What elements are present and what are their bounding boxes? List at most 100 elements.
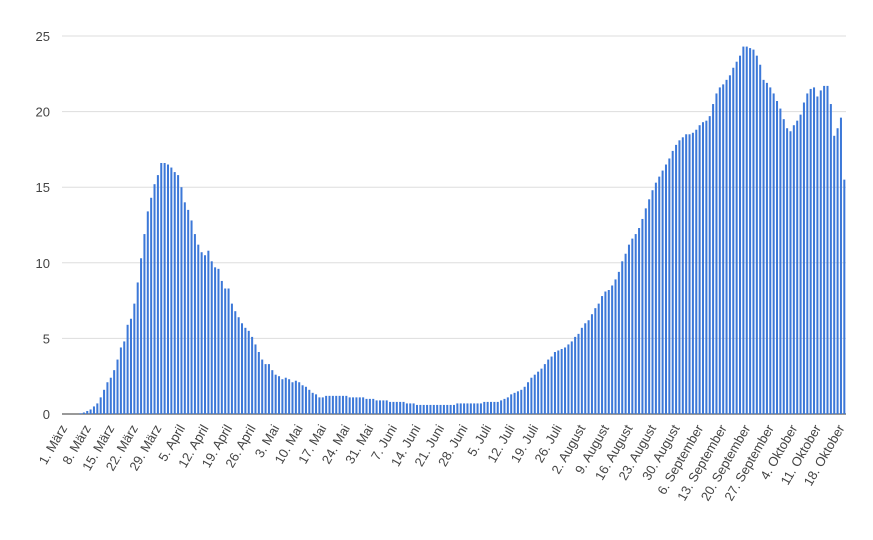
bar (311, 392, 314, 414)
bar (402, 401, 405, 414)
bar (436, 404, 439, 414)
bar (644, 208, 647, 414)
bar (789, 131, 792, 415)
bar (839, 117, 842, 414)
bar (698, 125, 701, 414)
bar (459, 403, 462, 414)
bar (510, 394, 513, 414)
bar (638, 228, 641, 414)
bar (543, 364, 546, 414)
bar (126, 324, 129, 414)
bar (648, 199, 651, 414)
bar (335, 395, 338, 414)
bar (550, 356, 553, 414)
bar (826, 85, 829, 415)
bar (715, 93, 718, 415)
bar (533, 374, 536, 414)
bar (806, 93, 809, 415)
bar (274, 374, 277, 414)
bar (264, 364, 267, 414)
bar (493, 401, 496, 414)
bar (442, 404, 445, 414)
bar (759, 64, 762, 414)
bar (150, 197, 153, 414)
bar (671, 150, 674, 415)
bar (735, 61, 738, 414)
bar (833, 135, 836, 415)
bar (92, 406, 95, 414)
bar (140, 258, 143, 414)
bar (506, 397, 509, 414)
bar (422, 404, 425, 414)
bar (187, 209, 190, 414)
bar (301, 385, 304, 414)
bar (685, 134, 688, 414)
bar (247, 330, 250, 414)
bar (580, 327, 583, 414)
bar (594, 308, 597, 414)
bar (560, 348, 563, 414)
bar (355, 397, 358, 414)
bar (341, 395, 344, 414)
bar (146, 211, 149, 414)
bar (103, 389, 106, 414)
bar (214, 267, 217, 414)
bar (490, 401, 493, 414)
bar (257, 352, 260, 414)
bar (587, 320, 590, 414)
bar (574, 336, 577, 414)
bar (210, 261, 213, 414)
bar (163, 163, 166, 414)
bar (725, 79, 728, 415)
bar (203, 255, 207, 414)
bar (166, 164, 170, 414)
bar (651, 190, 654, 414)
bar (348, 397, 351, 414)
bar (567, 344, 570, 414)
y-tick-label: 10 (36, 256, 50, 271)
bar (813, 87, 816, 415)
bar (776, 101, 779, 415)
bar (200, 252, 203, 414)
bar (728, 75, 731, 414)
bar (308, 389, 311, 414)
bar (217, 268, 220, 414)
bar (352, 397, 355, 414)
bar (136, 282, 139, 414)
bar (765, 82, 768, 414)
bar (829, 104, 832, 414)
bar (230, 303, 233, 414)
y-tick-label: 0 (43, 407, 50, 422)
bar (368, 398, 371, 414)
bar (365, 398, 368, 414)
bar (520, 389, 523, 414)
bar (180, 187, 183, 414)
bar (315, 394, 318, 414)
bar (395, 401, 398, 414)
bar (129, 318, 132, 414)
bar (432, 404, 435, 414)
bar (540, 368, 543, 414)
bar (664, 164, 667, 414)
bar (570, 341, 573, 414)
bar (772, 93, 775, 415)
bar (419, 404, 422, 414)
bar (755, 55, 758, 414)
bar (523, 386, 526, 414)
bar (331, 395, 334, 414)
bar (796, 120, 799, 414)
bar (668, 158, 671, 414)
bar (113, 370, 116, 414)
bar (463, 403, 466, 414)
bar (607, 290, 610, 414)
bar (207, 250, 210, 414)
bar (769, 87, 772, 415)
bar (304, 386, 307, 414)
bar (399, 401, 402, 414)
bar (291, 382, 294, 414)
bar (392, 401, 395, 414)
bar (634, 234, 637, 414)
bar (429, 404, 432, 414)
